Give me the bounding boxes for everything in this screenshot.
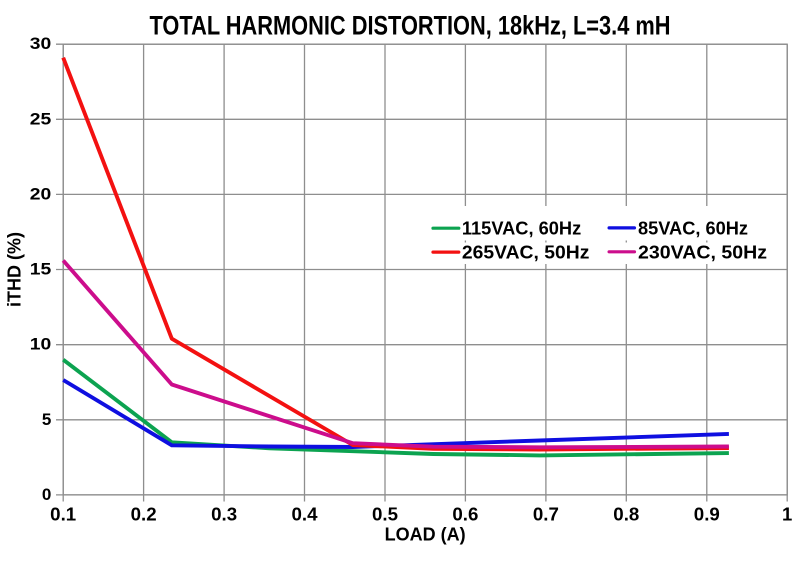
svg-text:0.6: 0.6 [452,503,478,524]
svg-text:0.5: 0.5 [372,503,398,524]
svg-text:5: 5 [42,410,51,429]
svg-text:0.2: 0.2 [131,503,157,524]
svg-text:85VAC, 60Hz: 85VAC, 60Hz [638,217,748,238]
svg-text:230VAC, 50Hz: 230VAC, 50Hz [638,242,767,263]
svg-text:20: 20 [30,184,52,203]
svg-text:0.1: 0.1 [50,503,76,524]
svg-text:0: 0 [42,485,51,504]
svg-text:10: 10 [30,335,52,354]
svg-text:0.3: 0.3 [211,503,237,524]
svg-text:265VAC, 50Hz: 265VAC, 50Hz [462,242,590,263]
svg-text:0.9: 0.9 [694,503,720,524]
svg-text:30: 30 [30,34,52,53]
svg-text:15: 15 [30,260,52,279]
svg-text:0.4: 0.4 [292,503,319,524]
svg-text:LOAD (A): LOAD (A) [385,523,466,544]
svg-text:25: 25 [30,109,52,128]
svg-text:1: 1 [782,503,792,524]
svg-text:iTHD (%): iTHD (%) [3,232,24,307]
svg-text:TOTAL HARMONIC DISTORTION, 18k: TOTAL HARMONIC DISTORTION, 18kHz, L=3.4 … [150,11,671,41]
svg-text:0.7: 0.7 [533,503,559,524]
svg-text:0.8: 0.8 [613,503,639,524]
svg-text:115VAC, 60Hz: 115VAC, 60Hz [462,217,581,238]
